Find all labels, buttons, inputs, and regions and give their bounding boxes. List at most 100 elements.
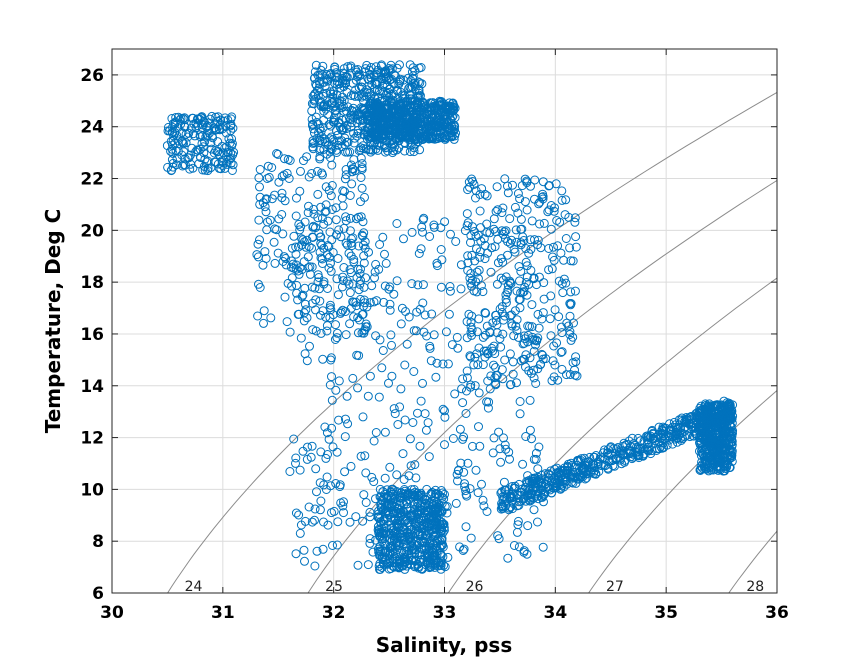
data-point — [302, 313, 312, 323]
data-point — [208, 133, 218, 143]
data-point — [197, 123, 207, 133]
data-point — [480, 308, 490, 318]
data-point — [385, 499, 394, 509]
data-point — [353, 383, 363, 393]
data-point — [321, 200, 331, 210]
data-point — [423, 418, 433, 428]
y-tick-labels: 6 8 10 12 14 16 18 20 22 24 26 — [80, 66, 104, 604]
data-point — [255, 283, 265, 292]
data-point — [426, 489, 436, 499]
data-point — [461, 486, 471, 496]
data-point — [523, 330, 533, 340]
data-point — [463, 258, 473, 268]
data-point — [291, 453, 301, 463]
data-point — [329, 506, 339, 516]
data-point — [504, 447, 514, 457]
data-point — [323, 520, 333, 530]
data-point — [409, 509, 419, 519]
data-point — [307, 106, 317, 116]
density-contour-label-26: 26 — [466, 579, 484, 595]
data-point — [307, 517, 317, 527]
data-point — [561, 195, 571, 205]
data-point — [525, 235, 535, 245]
data-point — [469, 286, 479, 296]
density-contours — [167, 91, 777, 593]
data-point — [466, 238, 475, 247]
data-point — [292, 280, 302, 290]
data-point — [450, 389, 460, 399]
data-point — [320, 207, 330, 217]
data-point — [433, 134, 442, 144]
data-point — [285, 467, 295, 476]
data-point — [192, 145, 202, 155]
data-point — [436, 561, 446, 570]
data-point — [496, 273, 506, 283]
data-point — [340, 187, 349, 196]
data-point — [393, 503, 402, 513]
data-point — [389, 404, 399, 414]
data-point — [580, 467, 590, 477]
data-point — [283, 278, 293, 288]
data-point — [428, 540, 438, 550]
data-point — [388, 561, 398, 571]
data-point — [535, 360, 545, 370]
data-point — [459, 544, 469, 554]
data-point — [334, 415, 344, 425]
data-point — [297, 291, 307, 301]
data-point — [463, 458, 473, 468]
data-point — [436, 245, 446, 254]
data-point — [561, 234, 571, 243]
data-point — [321, 453, 331, 463]
data-point — [365, 507, 375, 517]
data-point — [507, 482, 517, 491]
data-point — [475, 247, 485, 257]
data-point — [348, 297, 358, 307]
data-point — [425, 232, 435, 241]
data-point — [226, 153, 236, 163]
data-point — [346, 122, 356, 132]
data-point — [429, 330, 439, 340]
data-point — [710, 423, 720, 433]
data-point — [310, 504, 320, 514]
data-point — [264, 172, 274, 182]
data-point — [310, 73, 320, 83]
data-point — [472, 267, 482, 277]
data-point — [319, 100, 329, 110]
data-point — [342, 72, 352, 82]
data-point — [332, 328, 342, 338]
data-point — [362, 130, 372, 139]
data-point — [179, 139, 188, 149]
data-point — [497, 365, 507, 375]
data-point — [319, 219, 329, 229]
data-point — [539, 218, 549, 228]
data-point — [421, 534, 431, 544]
data-point — [463, 251, 473, 261]
data-point — [313, 213, 323, 223]
data-point — [399, 552, 409, 562]
y-tick-label: 14 — [80, 377, 104, 397]
data-point — [491, 227, 501, 236]
data-point — [418, 298, 428, 308]
data-point — [570, 365, 579, 375]
data-point — [177, 128, 187, 138]
data-point — [332, 274, 342, 284]
data-point — [564, 212, 574, 222]
data-point — [372, 109, 382, 119]
data-point — [557, 364, 567, 374]
data-point — [408, 535, 418, 545]
data-point — [466, 380, 476, 390]
data-point — [512, 527, 522, 537]
data-point — [435, 101, 445, 111]
data-point — [599, 460, 609, 470]
data-point — [536, 243, 546, 253]
data-point — [639, 436, 649, 446]
data-point — [220, 113, 230, 123]
data-point — [259, 306, 269, 316]
data-point — [548, 252, 558, 262]
x-tick-label: 33 — [433, 603, 457, 623]
data-point — [575, 455, 585, 465]
data-point — [665, 432, 675, 442]
data-point — [395, 111, 405, 121]
data-point — [438, 542, 448, 552]
data-point — [586, 467, 596, 477]
